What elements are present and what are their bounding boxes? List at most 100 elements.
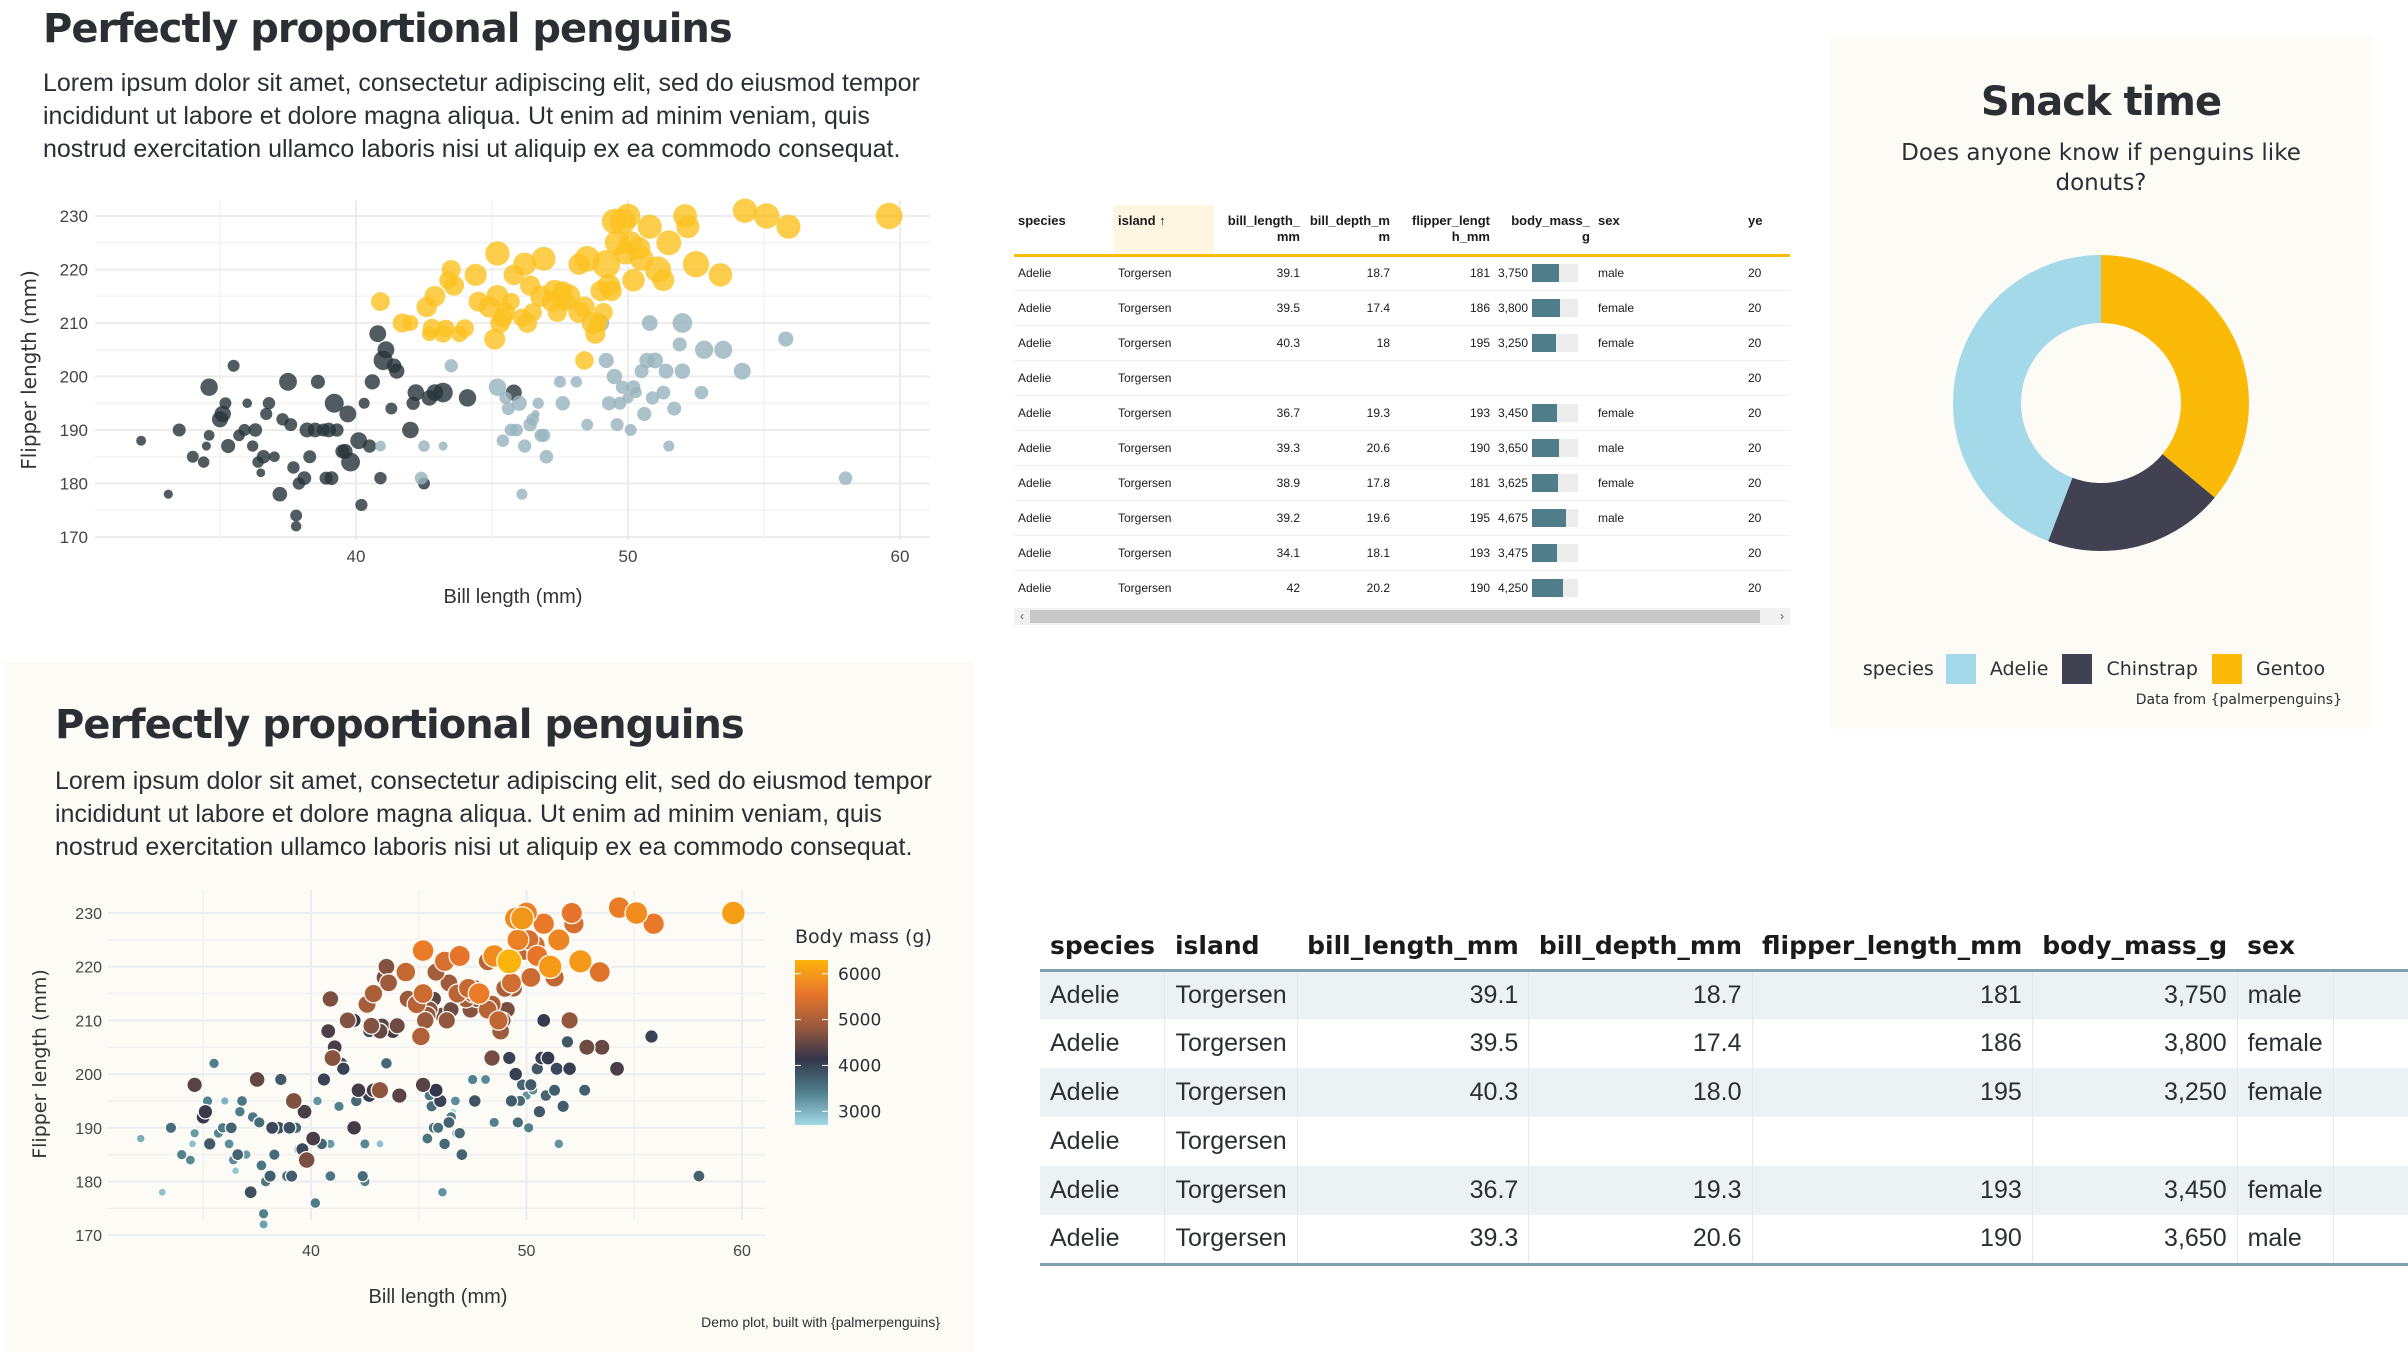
scroll-right-arrow-icon[interactable]: › — [1780, 609, 1784, 623]
cell-island: Torgersen — [1114, 360, 1214, 396]
body-mass-value: 3,750 — [1498, 266, 1529, 280]
column-header-year[interactable]: ye — [1744, 205, 1790, 257]
cell-year: 20 — [1744, 500, 1790, 536]
cell-year: 20 — [1748, 580, 1762, 595]
column-header-flipper_length_mm[interactable]: flipper_lengt h_mm — [1394, 205, 1494, 257]
cell-body-mass: 3,475 — [1494, 535, 1594, 571]
column-header-island[interactable]: island ↑ — [1114, 205, 1214, 257]
data-point-chinstrap — [672, 337, 687, 352]
column-header-bill_depth_mm[interactable]: bill_depth_m m — [1304, 205, 1394, 257]
data-point — [231, 1147, 245, 1162]
cell-sex: female — [1594, 465, 1744, 501]
legend-tick-label: 3000 — [838, 1102, 881, 1122]
cell-bill-length: 39.3 — [1214, 430, 1304, 466]
data-point — [323, 1048, 342, 1068]
data-point-chinstrap — [630, 386, 642, 399]
cell-bill-depth: 19.6 — [1304, 500, 1394, 536]
data-point-chinstrap — [647, 352, 664, 369]
data-point-gentoo — [732, 198, 758, 223]
cell-flipper-length-mm: 190 — [1752, 1215, 2033, 1266]
legend-swatch-chinstrap — [2062, 654, 2093, 684]
cell-bill-length-mm — [1297, 1117, 1530, 1166]
data-point-chinstrap — [516, 488, 528, 500]
table-row: Adelie Torgersen 42 20.2 190 4,250 20 — [1014, 570, 1790, 605]
cell-species: Adelie — [1040, 1117, 1166, 1166]
cell-bill-depth-mm: 20.6 — [1528, 1215, 1753, 1266]
data-point — [523, 1078, 538, 1092]
cell-species: Adelie — [1014, 255, 1114, 291]
data-point — [320, 1022, 337, 1040]
legend-title: Body mass (g) — [795, 926, 932, 948]
cell-species: Adelie — [1040, 1166, 1166, 1215]
data-point-gentoo — [464, 263, 487, 286]
column-header-bill_length_mm[interactable]: bill_length_ mm — [1214, 205, 1304, 257]
data-point — [316, 1072, 332, 1087]
data-point-chinstrap — [518, 439, 532, 453]
data-point-gentoo — [424, 285, 446, 307]
data-point — [483, 1049, 501, 1067]
data-point-chinstrap — [622, 392, 634, 404]
data-point-chinstrap — [499, 391, 512, 405]
data-point — [219, 1096, 230, 1106]
column-header-sex[interactable]: sex — [1594, 205, 1744, 257]
data-point-adelie — [362, 439, 377, 453]
cell-bill-depth-mm: 18.7 — [1528, 970, 1753, 1019]
column-header-bill-depth-mm: bill_depth_mm — [1528, 922, 1753, 972]
table-row: Adelie Torgersen 40.3 18 195 3,250 female 20 — [1014, 325, 1790, 361]
horizontal-scrollbar[interactable]: ‹ › — [1014, 608, 1790, 625]
cell-island: Torgersen — [1114, 535, 1214, 571]
data-point-chinstrap — [438, 441, 448, 451]
data-point-chinstrap — [510, 423, 523, 437]
data-point — [164, 1121, 178, 1135]
cell-body-mass — [1494, 360, 1594, 396]
cell-sex — [1594, 360, 1744, 396]
data-point-chinstrap — [838, 471, 853, 485]
legend-label-gentoo: Gentoo — [2255, 658, 2326, 680]
cell-island: Torgersen — [1114, 255, 1214, 291]
cell-sex: male — [2237, 1215, 2334, 1266]
body-mass-value: 3,800 — [1498, 300, 1529, 315]
cell-flipper-length-mm: 181 — [1752, 970, 2033, 1019]
cell-overflow — [2333, 1166, 2408, 1215]
data-point — [501, 1050, 517, 1066]
cell-sex — [2237, 1117, 2334, 1166]
data-point — [208, 1057, 220, 1070]
y-tick-label: 220 — [75, 960, 102, 977]
data-point-gentoo — [652, 269, 675, 292]
cell-overflow — [2333, 970, 2408, 1019]
column-header-species[interactable]: species — [1014, 205, 1114, 257]
y-tick-label: 200 — [60, 368, 88, 387]
data-point — [567, 948, 593, 974]
data-point-adelie — [385, 402, 398, 415]
data-point-chinstrap — [555, 396, 570, 411]
donut-title: Snack time — [1980, 79, 2222, 125]
x-tick-label: 40 — [302, 1243, 320, 1260]
data-point — [235, 1094, 249, 1108]
column-header-island: island — [1164, 922, 1298, 972]
scrollbar-thumb[interactable] — [1030, 610, 1760, 623]
cell-bill-length: 40.3 — [1214, 325, 1304, 361]
data-point-adelie — [355, 498, 368, 511]
legend-swatch-adelie — [1945, 654, 1976, 684]
data-point — [224, 1121, 238, 1135]
x-axis-label: Bill length (mm) — [444, 586, 583, 608]
scroll-left-arrow-icon[interactable]: ‹ — [1020, 609, 1024, 623]
data-point-chinstrap — [624, 424, 637, 436]
column-header-body_mass_g[interactable]: body_mass_ g — [1494, 205, 1594, 257]
data-point — [333, 1100, 345, 1113]
cell-flipper-length: 186 — [1394, 290, 1494, 326]
cell-sex: male — [2237, 970, 2334, 1019]
cell-species: Adelie — [1018, 580, 1052, 595]
data-point — [414, 1076, 432, 1094]
data-point — [467, 982, 491, 1006]
donut-slice-chinstrap — [2048, 454, 2215, 551]
data-point — [273, 1072, 288, 1087]
table-row: Adelie Torgersen 39.3 20.6 190 3,650 male 20 — [1014, 430, 1790, 466]
column-header-flipper-length-mm: flipper_length_mm — [1752, 922, 2033, 972]
data-point-chinstrap — [656, 385, 671, 400]
data-point — [284, 1091, 303, 1111]
data-point-gentoo — [615, 203, 641, 229]
cell-body-mass-g: 3,750 — [2032, 970, 2238, 1019]
data-point-adelie — [369, 325, 387, 343]
data-point-adelie — [324, 393, 344, 413]
